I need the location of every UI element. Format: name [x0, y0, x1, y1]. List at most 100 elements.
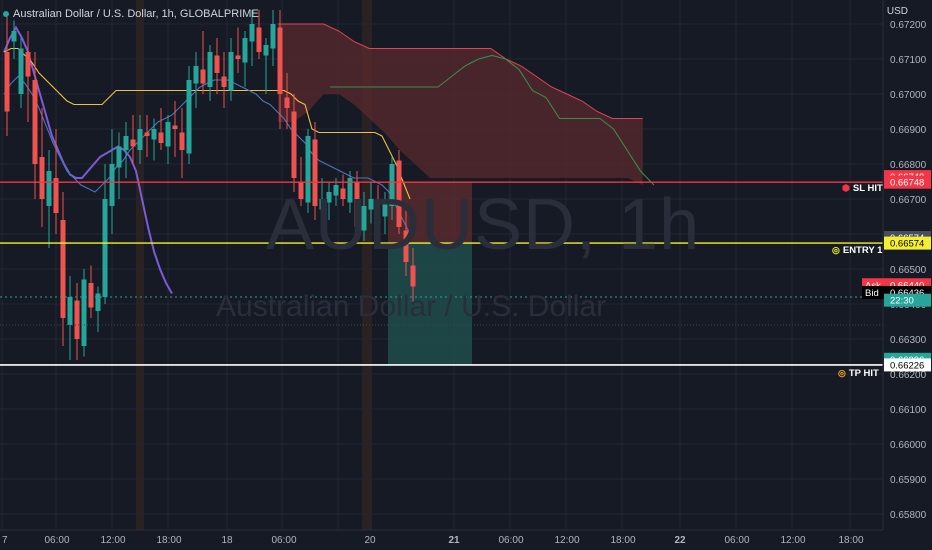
candle-body: [389, 164, 395, 206]
price-badge-text: 0.66226: [890, 360, 924, 371]
price-badge: [884, 358, 931, 372]
candle-body: [102, 199, 108, 297]
stop-loss-icon: ⬢: [842, 183, 850, 193]
candle-body: [263, 45, 269, 56]
candle-body: [249, 24, 255, 42]
candle-body: [109, 164, 115, 206]
candle-body: [270, 24, 276, 49]
price-tick-label: 0.67000: [890, 90, 927, 101]
price-badge-text: 0.66436: [890, 288, 924, 299]
price-tick-label: 0.66000: [890, 440, 927, 451]
price-badge: [884, 236, 931, 250]
price-tick-label: 0.66300: [890, 335, 927, 346]
time-tick-label: 20: [364, 535, 376, 546]
candle-body: [81, 279, 87, 346]
price-tick-label: 0.66500: [890, 265, 927, 276]
price-tick-label: 0.67100: [890, 55, 927, 66]
candle-body: [11, 31, 17, 42]
candle-body: [305, 136, 311, 203]
price-badge-text: 0.66748: [890, 178, 924, 189]
candle-body: [375, 202, 381, 213]
session-highlight: [136, 0, 144, 530]
price-badge-tag-text: Bid: [865, 288, 879, 299]
candle-body: [25, 52, 31, 77]
price-axis-bg: [883, 0, 932, 550]
time-tick-label: 18:00: [838, 535, 863, 546]
session-highlight: [362, 0, 372, 530]
stop-zone: [388, 182, 472, 244]
time-tick-label: 06:00: [271, 535, 296, 546]
indicator-line-0: [3, 25, 173, 294]
currency-label[interactable]: USD: [886, 6, 908, 17]
candle-body: [382, 202, 388, 217]
candle-body: [361, 206, 367, 231]
candle-body: [130, 139, 136, 147]
candle-body: [116, 146, 122, 168]
indicator-line-2: [3, 75, 411, 235]
candle-body: [193, 66, 199, 84]
candle-body: [368, 199, 374, 210]
time-tick-label: 06:00: [724, 535, 749, 546]
candle-body: [347, 178, 353, 203]
candle-body: [221, 76, 227, 87]
sl-hit-label[interactable]: ⬢ SL HIT: [842, 183, 883, 194]
ichimoku-cloud: [278, 24, 643, 185]
indicator-line-1: [3, 47, 411, 200]
candle-body: [354, 181, 360, 227]
candle-body: [312, 139, 318, 206]
cloud-span-a-line: [278, 23, 643, 119]
time-tick-label: 18:00: [610, 535, 635, 546]
time-tick-label: 7: [2, 535, 8, 546]
candle-body: [284, 97, 290, 108]
time-tick-label: 18:00: [156, 535, 181, 546]
candle-body: [319, 199, 325, 210]
candle-body: [214, 55, 220, 73]
candle-body: [340, 188, 346, 199]
market-status-dot: [3, 11, 9, 17]
time-axis-bg: [0, 530, 932, 550]
price-badge-tag-text: Ask: [865, 280, 881, 291]
candle-body: [151, 129, 157, 140]
candle-body: [144, 132, 150, 136]
price-badge-text: 0.66440: [890, 280, 924, 291]
candle-body: [235, 55, 241, 59]
chart-header: Australian Dollar / U.S. Dollar, 1h, GLO…: [0, 4, 259, 24]
candle-body: [95, 293, 101, 311]
tp-hit-label[interactable]: ◎ TP HIT: [838, 368, 879, 379]
candle-body: [277, 27, 283, 94]
indicator-line-3: [330, 54, 655, 186]
candle-body: [256, 27, 262, 52]
watermark-subtitle: Australian Dollar / U.S. Dollar: [216, 290, 607, 323]
candle-body: [200, 69, 206, 84]
price-tick-label: 0.66200: [890, 370, 927, 381]
candle-body: [403, 230, 409, 262]
time-tick-label: 12:00: [780, 535, 805, 546]
price-tick-label: 0.67200: [890, 20, 927, 31]
price-tick-label: 0.66700: [890, 195, 927, 206]
entry-label[interactable]: ◎ ENTRY 1: [832, 245, 883, 256]
time-tick-label: 18: [221, 535, 233, 546]
price-tick-label: 0.66100: [890, 405, 927, 416]
candle-body: [88, 283, 94, 308]
price-tick-label: 0.65900: [890, 475, 927, 486]
price-badge: [884, 293, 931, 307]
price-badge: [884, 175, 931, 189]
candle-body: [228, 52, 234, 91]
candle-body: [165, 122, 171, 147]
candle-body: [158, 132, 164, 143]
target-zone: [388, 243, 472, 365]
candle-body: [67, 297, 73, 325]
candle-body: [326, 192, 332, 203]
time-tick-label: 21: [448, 535, 460, 546]
candle-body: [60, 220, 66, 318]
candle-body: [46, 171, 52, 206]
time-tick-label: 12:00: [554, 535, 579, 546]
candle-body: [74, 300, 80, 339]
price-badge-text: 0.66574: [890, 239, 924, 250]
time-tick-label: 06:00: [498, 535, 523, 546]
target-icon: ◎: [838, 368, 846, 378]
candle-body: [18, 48, 24, 94]
entry-icon: ◎: [832, 245, 840, 255]
price-badge-text: 22:30: [890, 296, 914, 307]
